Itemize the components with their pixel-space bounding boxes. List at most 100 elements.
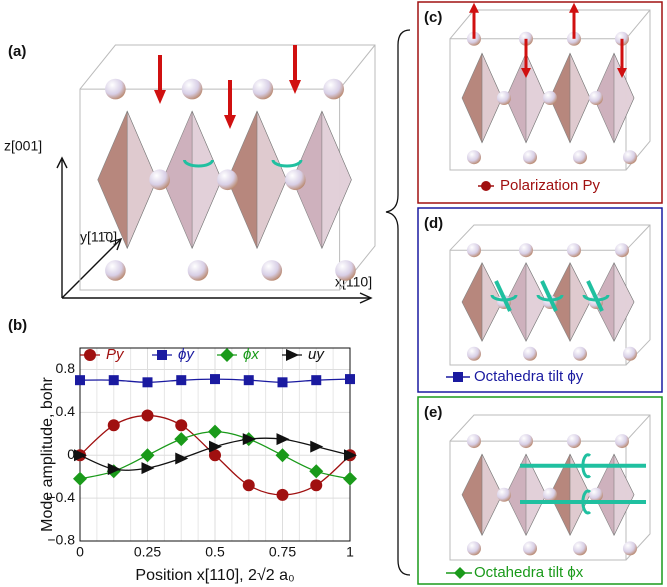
marker [310, 440, 324, 453]
legend-label: uy [308, 346, 325, 363]
arrow-head [521, 68, 531, 78]
panel-label: (b) [8, 317, 27, 334]
structure [79, 44, 376, 291]
octahedron-face [569, 262, 591, 342]
atom [467, 150, 481, 165]
octahedron-face [613, 454, 635, 536]
atom [252, 78, 274, 100]
tilt-arrow [581, 489, 592, 515]
atom [149, 169, 170, 191]
atom [573, 346, 587, 361]
legend-marker [157, 350, 167, 360]
marker [277, 377, 288, 388]
x-axis-label: Position x[110], 2√2 a₀ [135, 567, 294, 584]
atom [589, 487, 603, 502]
marker [175, 452, 189, 465]
atom [543, 487, 557, 502]
marker [310, 479, 323, 492]
octahedron-face [126, 111, 158, 249]
marker [142, 377, 153, 388]
octahedron-face [613, 53, 635, 143]
panel-label: (e) [424, 404, 442, 421]
atom [105, 78, 126, 100]
legend-marker [286, 349, 299, 361]
marker [242, 479, 255, 492]
octahedron-face [569, 53, 591, 143]
tilt-arrow [271, 159, 303, 168]
atom [567, 434, 581, 449]
atom [523, 150, 537, 165]
structure [449, 224, 651, 366]
y-tick-label: 0.4 [56, 403, 76, 419]
atom [523, 541, 537, 556]
atom [623, 541, 637, 556]
tilt-arrow [183, 159, 214, 168]
marker [174, 432, 189, 447]
axis-3d-label: z[001] [4, 138, 42, 154]
structure [449, 414, 651, 561]
marker [344, 449, 357, 462]
arrow-head [224, 115, 236, 129]
arrow-head [289, 80, 301, 94]
marker [108, 375, 119, 386]
axes-3d [56, 156, 373, 304]
legend-label: Py [106, 346, 125, 363]
marker [276, 488, 289, 501]
atom [105, 260, 126, 281]
brace [385, 29, 411, 576]
octahedron-face [321, 111, 352, 249]
caption: Polarization Py [500, 177, 601, 194]
panel-frame [417, 1, 663, 204]
marker [345, 374, 355, 385]
atom [623, 346, 637, 361]
marker [209, 440, 222, 453]
marker [73, 471, 87, 486]
marker [141, 409, 154, 422]
tilt-arrow [581, 453, 592, 479]
atom [519, 243, 533, 258]
arrow-head [469, 2, 479, 13]
marker [243, 375, 254, 386]
x-tick-label: 0.75 [269, 544, 296, 560]
atom [589, 91, 603, 105]
marker [209, 449, 221, 462]
tilt-axis [494, 280, 512, 312]
marker [276, 433, 290, 446]
octahedron-face [525, 53, 547, 143]
marker [176, 375, 187, 386]
atom [467, 541, 481, 556]
atom [323, 78, 345, 100]
atom [497, 487, 511, 502]
atom [523, 346, 537, 361]
atom [567, 243, 581, 258]
y-axis-label: Mode amplitude, bohr [39, 376, 56, 531]
atom [497, 91, 511, 105]
marker [107, 463, 121, 476]
atom [615, 243, 629, 258]
octahedron-face [256, 111, 287, 249]
marker [309, 464, 324, 479]
atom [573, 150, 587, 165]
octahedron-face [525, 262, 547, 342]
caption: Octahedra tilt ϕy [474, 368, 584, 385]
marker [208, 424, 222, 439]
tilt-axis [586, 280, 604, 312]
y-tick-label: −0.4 [47, 489, 75, 505]
panel-frame [417, 396, 663, 585]
structure [449, 2, 651, 171]
atom [615, 434, 629, 449]
atom [573, 541, 587, 556]
legend-marker [84, 349, 96, 361]
atom [543, 91, 557, 105]
marker [343, 471, 357, 486]
atom [217, 169, 238, 191]
octahedron-face [191, 111, 222, 249]
panel-label: (a) [8, 43, 26, 60]
atom [261, 260, 283, 281]
octahedron-face [481, 53, 503, 143]
y-tick-label: 0.8 [56, 360, 76, 376]
atom [181, 78, 203, 100]
x-tick-label: 1 [346, 544, 354, 560]
octahedron-face [481, 454, 503, 536]
